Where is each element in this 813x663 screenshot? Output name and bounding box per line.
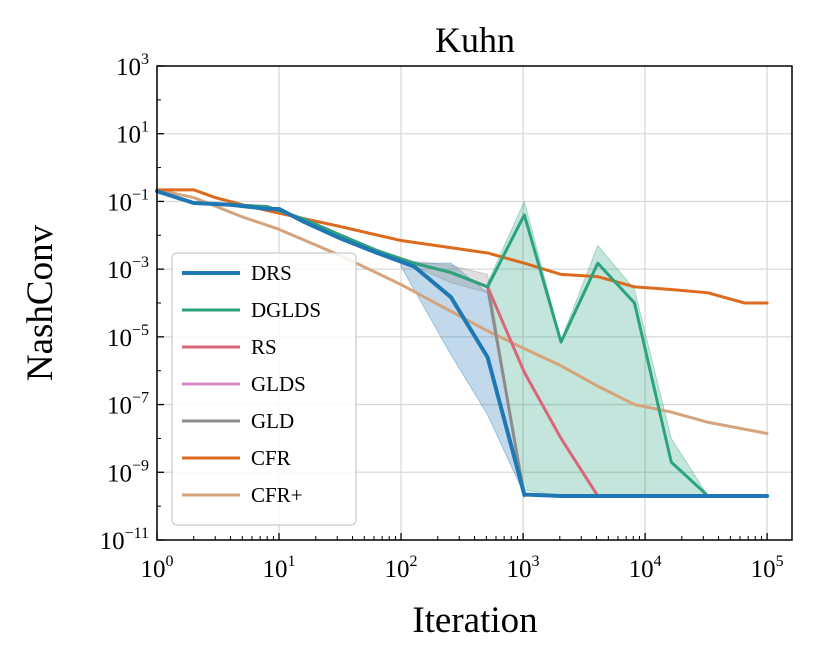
y-tick-label: 10−3 [107,254,149,284]
legend-label: RS [251,335,277,359]
x-tick-label: 100 [141,553,174,583]
x-tick-label: 103 [507,553,540,583]
legend-label: GLDS [251,372,306,396]
x-tick-label: 101 [263,553,296,583]
chart-title: Kuhn [435,20,515,60]
series-line-cfr-plus [155,188,769,435]
series-lines [155,188,770,498]
y-tick-label: 10−7 [107,390,149,420]
series-line-drs [155,189,770,498]
y-tick-label: 10−1 [107,186,149,216]
y-tick-label: 10−9 [107,457,149,487]
x-tick-label: 105 [751,553,784,583]
x-axis-label: Iteration [412,600,537,641]
y-axis-label: NashConv [20,224,61,381]
legend-label: DGLDS [251,298,321,322]
band-dglds [487,199,709,497]
legend: DRS DGLDS RS GLDS GLD CFR CFR+ [171,252,357,526]
y-tick-label: 10−11 [100,525,149,555]
legend-label: CFR+ [251,483,303,507]
y-tick-label: 103 [116,51,149,81]
axis-ticks: 100 101 102 103 104 105 103 101 10−1 10−3 10−5 10−7… [100,51,784,583]
x-tick-label: 102 [385,553,418,583]
series-line-cfr [155,188,769,305]
y-tick-label: 101 [116,119,149,149]
band-drs [400,262,525,495]
y-tick-label: 10−5 [107,322,149,352]
legend-label: DRS [251,261,292,285]
confidence-bands [400,199,709,497]
legend-label: CFR [251,446,291,470]
legend-label: GLD [251,409,294,433]
x-tick-label: 104 [629,553,662,583]
